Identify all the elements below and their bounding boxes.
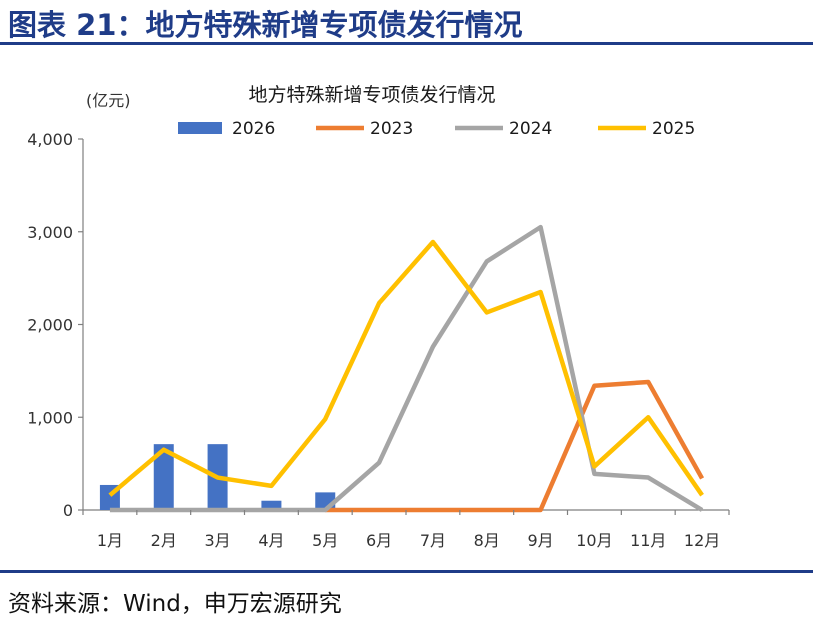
bar-2026 (261, 500, 282, 510)
x-tick-label: 8月 (474, 531, 500, 550)
chart-title: 地方特殊新增专项债发行情况 (248, 84, 495, 106)
x-tick-label: 3月 (204, 531, 230, 550)
legend-label-2025: 2025 (652, 119, 695, 139)
y-tick-label: 2,000 (27, 316, 73, 335)
legend-swatch-2026 (178, 122, 222, 134)
x-tick-label: 6月 (366, 531, 392, 550)
x-tick-label: 10月 (576, 531, 612, 550)
legend-label-2024: 2024 (509, 119, 552, 139)
x-axis-ticks: 1月 2月 3月 4月 5月 6月 7月 8月 9月 10月 11月 12月 (82, 510, 730, 550)
x-tick-label: 1月 (97, 531, 123, 550)
legend: 2026 2023 2024 2025 (178, 119, 695, 139)
figure-title: 图表 21：地方特殊新增专项债发行情况 (8, 8, 523, 42)
y-axis-ticks: 4,000 3,000 2,000 1,000 0 (27, 130, 83, 520)
x-tick-label: 2月 (151, 531, 177, 550)
legend-label-2026: 2026 (232, 119, 275, 139)
source-note: 资料来源：Wind，申万宏源研究 (8, 591, 342, 617)
x-tick-label: 9月 (527, 531, 553, 550)
top-divider (0, 42, 813, 45)
y-tick-label: 1,000 (27, 408, 73, 427)
x-tick-label: 7月 (420, 531, 446, 550)
axes (82, 139, 729, 511)
y-tick-label: 3,000 (27, 223, 73, 242)
bar-2026 (153, 444, 174, 510)
y-tick-label: 0 (63, 501, 73, 520)
x-tick-label: 11月 (630, 531, 666, 550)
lines (108, 224, 705, 513)
x-tick-label: 12月 (684, 531, 720, 550)
line-2023 (325, 379, 705, 513)
legend-label-2023: 2023 (370, 119, 413, 139)
y-tick-label: 4,000 (27, 130, 73, 149)
line-2025 (108, 239, 704, 497)
unit-label: (亿元) (86, 91, 131, 110)
line-2024 (109, 224, 704, 513)
x-tick-label: 4月 (258, 531, 284, 550)
bottom-divider (0, 570, 813, 573)
x-tick-label: 5月 (312, 531, 338, 550)
